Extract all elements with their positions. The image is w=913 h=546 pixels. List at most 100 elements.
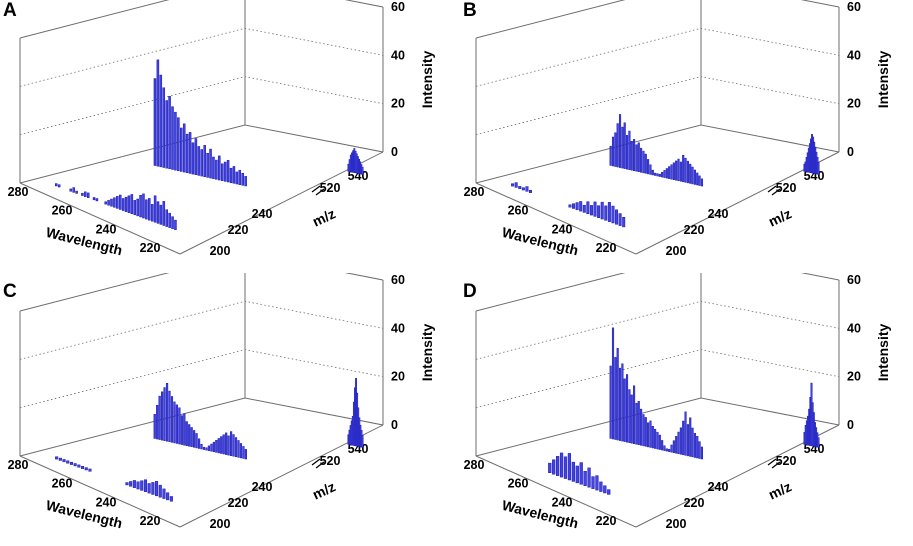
floor-edge	[475, 397, 840, 457]
data-bar	[81, 192, 84, 196]
gridline	[19, 300, 384, 360]
data-bar	[225, 432, 228, 455]
data-bar	[640, 147, 643, 173]
data-bar	[548, 462, 552, 473]
data-bar	[556, 456, 560, 476]
data-bar	[618, 213, 622, 226]
data-bar	[215, 440, 218, 453]
x-tick-label: 220	[596, 241, 617, 255]
data-bar	[197, 146, 201, 176]
data-bar	[148, 198, 151, 221]
data-bar	[95, 198, 99, 202]
data-bar	[658, 434, 661, 450]
data-bar	[147, 483, 151, 494]
gridline	[475, 27, 840, 87]
data-bar	[158, 395, 161, 440]
data-bar	[232, 166, 236, 184]
data-bar	[168, 96, 171, 170]
floor-edge	[475, 455, 637, 528]
data-bar	[518, 186, 522, 189]
data-bar	[156, 404, 159, 440]
data-bar	[229, 167, 233, 183]
data-bar	[689, 417, 692, 457]
y-tick-label: 220	[228, 223, 249, 237]
frame-edge	[800, 273, 840, 281]
z-tick-label: 0	[391, 418, 398, 432]
z-axis-label: Intensity	[875, 51, 891, 109]
data-bar	[77, 464, 81, 468]
data-bar	[244, 449, 247, 460]
data-bar	[633, 139, 636, 171]
data-bar	[599, 481, 603, 492]
frame-edge	[344, 273, 384, 281]
gridline	[475, 300, 840, 360]
data-bar	[361, 435, 364, 448]
data-bar	[644, 417, 647, 447]
data-bar	[817, 162, 820, 175]
data-bar	[226, 160, 230, 183]
data-bar	[238, 169, 242, 185]
data-bar	[628, 389, 631, 443]
data-bar	[212, 441, 215, 453]
data-bar	[616, 123, 619, 168]
gridline	[19, 76, 384, 136]
data-bar	[153, 195, 157, 223]
data-bar	[642, 150, 645, 174]
data-bar	[129, 481, 133, 487]
data-bar	[679, 427, 682, 455]
z-tick-label: 40	[391, 321, 405, 335]
gridline	[475, 76, 840, 136]
data-bar	[180, 127, 183, 172]
data-bar	[663, 170, 666, 178]
data-bar	[69, 188, 73, 192]
data-bar	[158, 484, 162, 498]
data-bar	[191, 142, 195, 175]
z-tick-label: 0	[391, 145, 398, 159]
data-bar	[587, 467, 591, 488]
panel-d: D 0 20 40 60 Intensity 280 260 240 220 Wavelength…	[456, 273, 912, 546]
data-bar	[136, 198, 139, 217]
data-bar	[644, 153, 647, 174]
panel-label: D	[463, 281, 477, 302]
data-bar	[130, 194, 134, 214]
z-axis-label: Intensity	[419, 51, 435, 109]
data-bar	[173, 401, 176, 444]
y-tick-label: 520	[320, 454, 341, 468]
data-bar	[156, 201, 160, 224]
data-bar	[630, 140, 633, 171]
data-bar	[182, 123, 186, 173]
data-bar	[698, 441, 701, 459]
frame-edge	[800, 0, 840, 8]
data-bar	[174, 111, 177, 171]
data-bar	[511, 183, 515, 187]
x-tick-label: 260	[52, 204, 73, 218]
floor-edge	[475, 182, 637, 255]
data-bar	[57, 184, 61, 188]
data-bar	[677, 158, 680, 182]
x-tick-label: 280	[8, 458, 29, 472]
data-bar	[622, 217, 626, 228]
data-bar	[127, 195, 131, 213]
data-bar	[200, 443, 203, 450]
data-bar	[241, 173, 244, 186]
floor-edge	[19, 182, 181, 255]
x-tick-label: 220	[140, 514, 161, 528]
data-bar	[197, 438, 201, 449]
y-tick-label: 520	[320, 181, 341, 195]
x-tick-label: 280	[464, 458, 485, 472]
y-tick-label: 200	[666, 517, 687, 531]
data-bar	[81, 465, 85, 469]
data-bar	[237, 440, 240, 458]
data-bar	[69, 461, 73, 465]
data-bar	[635, 402, 638, 445]
data-bar	[220, 436, 223, 454]
data-bar	[575, 202, 579, 211]
frame-edge	[19, 0, 170, 39]
data-bar	[162, 201, 166, 226]
data-bar	[361, 166, 364, 175]
data-bar	[180, 415, 183, 445]
data-bar	[165, 100, 168, 169]
data-bar	[696, 172, 699, 186]
axis-break-mark	[771, 188, 781, 196]
